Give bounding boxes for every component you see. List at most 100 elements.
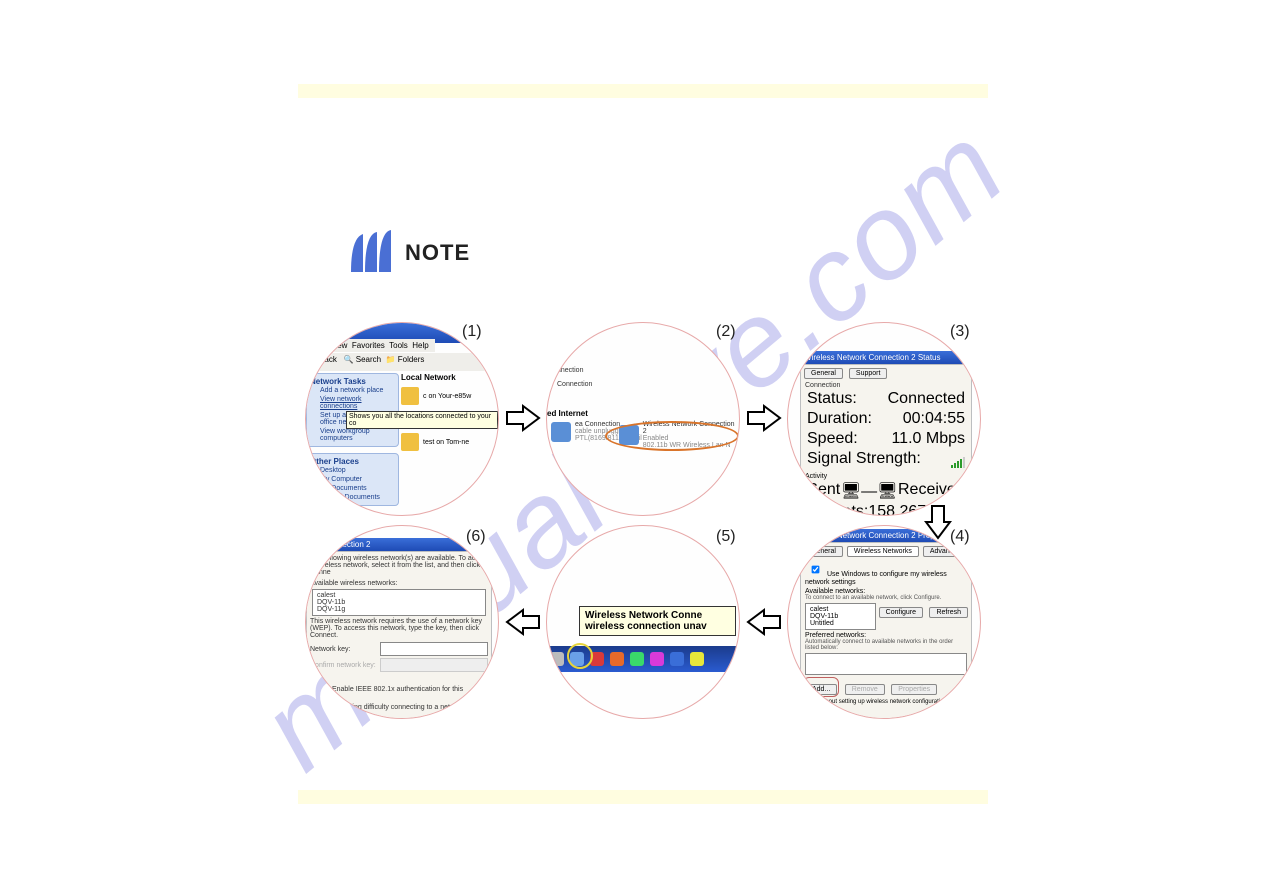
toolbar-folders[interactable]: Folders: [398, 355, 425, 364]
other-places-panel: Other Places Desktop My Computer My Docu…: [306, 453, 399, 506]
ieee-checkbox[interactable]: [317, 681, 325, 689]
sent-label: Sent: [807, 481, 840, 501]
menu-edit[interactable]: Edit: [312, 341, 326, 350]
ssid-2[interactable]: DQV-11b: [315, 599, 483, 606]
menu-tools[interactable]: Tools: [389, 341, 408, 350]
footer-bar: [298, 790, 988, 804]
toolbar: ● Back 🔍 Search 📁 Folders: [306, 353, 498, 371]
ssid-listbox[interactable]: calest DQV-11b DQV-11g: [312, 589, 486, 616]
sidebar-item-my-computer[interactable]: My Computer: [310, 475, 395, 484]
pref-header: Preferred networks:: [803, 632, 969, 639]
arrow-3-4: [924, 504, 952, 540]
tray-icon-3[interactable]: [610, 652, 624, 666]
share-item-2-label: test on Tom-ne: [423, 439, 469, 446]
sidebar-item-my-docs[interactable]: My Documents: [310, 484, 395, 493]
sidebar-item-desktop[interactable]: Desktop: [310, 466, 395, 475]
step-6-circle: ork Connection 2 The following wireless …: [305, 525, 499, 719]
avail-item-2[interactable]: DQV-11b: [808, 613, 873, 620]
tray-icon-5[interactable]: [650, 652, 664, 666]
tray-icon-6[interactable]: [670, 652, 684, 666]
network-tasks-panel: Network Tasks Add a network place View n…: [306, 373, 399, 447]
tab-general[interactable]: General: [804, 368, 843, 379]
toolbar-search[interactable]: Search: [356, 355, 381, 364]
row-speed-v: 11.0 Mbps: [891, 430, 965, 448]
avail-item-1[interactable]: calest: [808, 606, 873, 613]
local-network-header: Local Network: [401, 373, 456, 382]
step-5-label: (5): [716, 528, 736, 546]
share-item-1[interactable]: c on Your-e85w: [401, 387, 471, 405]
intro-text: The following wireless network(s) are av…: [310, 555, 488, 576]
tray-icon-1[interactable]: [550, 652, 564, 666]
tab-advanced-4[interactable]: Advanced: [923, 546, 968, 557]
avail-label: Available wireless networks:: [310, 580, 488, 587]
menu-help[interactable]: Help: [412, 341, 428, 350]
recv-label: Received: [898, 481, 965, 501]
tooltip: Shows you all the locations connected to…: [346, 411, 498, 429]
sidebar-item-add-place[interactable]: Add a network place: [310, 386, 395, 395]
pref-hint: Automatically connect to available netwo…: [803, 639, 969, 651]
toolbar-back[interactable]: Back: [319, 355, 337, 364]
note-logo-icon: [345, 228, 395, 278]
activity-section: Activity: [805, 473, 967, 480]
learn-text: Learn about setting up wireless network …: [803, 697, 969, 707]
step-2-circle: nnection Connection ed Internet ea Conne…: [546, 322, 740, 516]
row-dur-v: 00:04:55: [903, 410, 965, 428]
menu-view[interactable]: View: [330, 341, 347, 350]
link-icon: 🖥—🖥: [841, 481, 898, 501]
pref-listbox[interactable]: [805, 653, 967, 675]
avail-header: Available networks:: [803, 588, 969, 595]
use-windows-checkbox[interactable]: [812, 566, 820, 574]
menu-bar: Edit View Favorites Tools Help: [306, 339, 435, 352]
conn-frag-2: Connection: [557, 381, 592, 388]
share-item-2[interactable]: test on Tom-ne: [401, 433, 469, 451]
step-1-circle: ork Places Edit View Favorites Tools Hel…: [305, 322, 499, 516]
tab-wireless[interactable]: Wireless Networks: [847, 546, 919, 557]
avail-item-3[interactable]: Untitled: [808, 620, 873, 627]
row-signal-k: Signal Strength:: [807, 450, 921, 468]
arrow-2-3: [746, 404, 782, 432]
refresh-button[interactable]: Refresh: [929, 607, 968, 618]
properties-button-4[interactable]: Properties: [891, 684, 937, 695]
step-3-circle: Wireless Network Connection 2 Status Gen…: [787, 322, 981, 516]
tray-icon-7[interactable]: [690, 652, 704, 666]
signal-bars-icon: [951, 450, 965, 468]
tray-balloon: Wireless Network Conne wireless connecti…: [579, 606, 736, 636]
step-2-label: (2): [716, 323, 736, 341]
note-block: NOTE: [345, 228, 470, 278]
step-6-label: (6): [466, 528, 486, 546]
remove-button[interactable]: Remove: [845, 684, 885, 695]
conn-section: Connection: [805, 382, 967, 389]
step-3-label: (3): [950, 323, 970, 341]
network-key-input[interactable]: [380, 642, 488, 656]
menu-fav[interactable]: Favorites: [352, 341, 385, 350]
ssid-1[interactable]: calest: [315, 592, 483, 599]
sidebar-item-shared-docs[interactable]: Shared Documents: [310, 493, 395, 502]
section-internet: ed Internet: [547, 409, 588, 418]
step-5-circle: Wireless Network Conne wireless connecti…: [546, 525, 740, 719]
key-label: Network key:: [310, 646, 380, 653]
tray-icon-4[interactable]: [630, 652, 644, 666]
sidebar-item-workgroup[interactable]: View workgroup computers: [310, 427, 395, 443]
configure-button[interactable]: Configure: [879, 607, 923, 618]
ssid-3[interactable]: DQV-11g: [315, 606, 483, 613]
header-bar: [298, 84, 988, 98]
conn-frag-1: nnection: [557, 367, 583, 374]
balloon-l1: Wireless Network Conne: [585, 610, 730, 621]
add-button[interactable]: Add...: [805, 684, 837, 695]
advanced-button[interactable]: Advanced: [923, 713, 968, 719]
conn-title: ork Connection 2: [306, 538, 492, 551]
network-tasks-title: Network Tasks: [310, 377, 395, 386]
other-places-title: Other Places: [310, 457, 395, 466]
row-speed-k: Speed:: [807, 430, 858, 448]
arrow-5-6: [505, 608, 541, 636]
tab-general-4[interactable]: General: [804, 546, 843, 557]
share-item-1-label: c on Your-e85w: [423, 393, 471, 400]
tab-support[interactable]: Support: [849, 368, 888, 379]
sidebar-item-view-conn[interactable]: View network connections: [310, 395, 395, 411]
confirm-key-input: [380, 658, 488, 672]
avail-listbox[interactable]: calest DQV-11b Untitled: [805, 603, 876, 630]
row-status-k: Status:: [807, 390, 857, 408]
balloon-l2: wireless connection unav: [585, 621, 730, 632]
note-label: NOTE: [405, 240, 470, 266]
highlight-yellow-ring: [567, 643, 593, 669]
